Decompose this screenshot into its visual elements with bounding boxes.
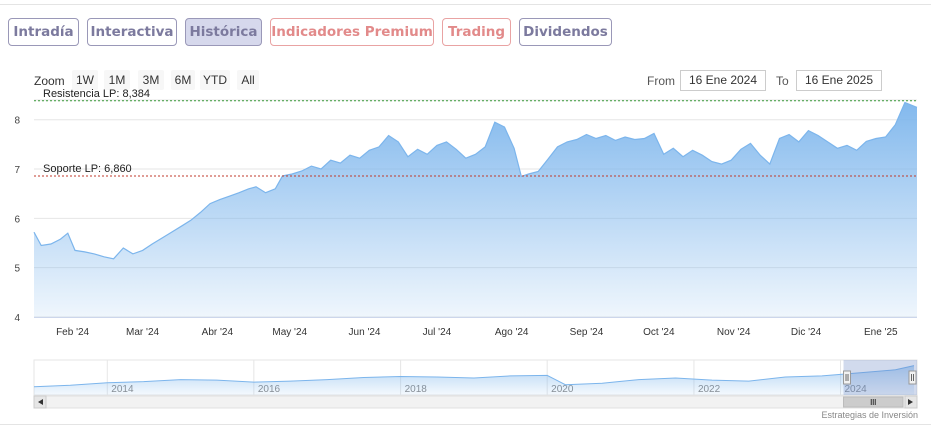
bottom-divider <box>0 424 931 425</box>
zoom-label: Zoom <box>34 74 65 88</box>
x-tick-label: Ene '25 <box>864 327 898 338</box>
zoom-button-ytd[interactable]: YTD <box>200 70 230 90</box>
navigator-handle-left[interactable] <box>843 370 852 385</box>
zoom-button-all[interactable]: All <box>237 70 259 90</box>
resistance-line-label: Resistencia LP: 8,384 <box>43 88 150 100</box>
navigator-selection[interactable] <box>843 360 917 395</box>
x-tick-label: Jul '24 <box>423 327 452 338</box>
x-tick-label: Jun '24 <box>349 327 381 338</box>
chevron-left-icon <box>38 399 43 405</box>
navigator-handle-right[interactable] <box>908 370 917 385</box>
x-tick-label: Dic '24 <box>791 327 822 338</box>
zoom-button-1m[interactable]: 1M <box>104 70 130 90</box>
zoom-button-6m[interactable]: 6M <box>171 70 195 90</box>
y-tick-label: 6 <box>14 214 20 225</box>
x-tick-label: Nov '24 <box>717 327 751 338</box>
tab-trading[interactable]: Trading <box>442 18 511 46</box>
chart-credit: Estrategias de Inversión <box>821 410 918 420</box>
x-tick-label: May '24 <box>272 327 307 338</box>
tab-dividendos[interactable]: Dividendos <box>519 18 612 46</box>
top-divider <box>0 4 931 5</box>
navigator-line <box>33 365 915 388</box>
x-tick-label: Ago '24 <box>495 327 529 338</box>
zoom-button-3m[interactable]: 3M <box>138 70 164 90</box>
range-from-input[interactable]: 16 Ene 2024 <box>680 70 766 91</box>
tab-indicadores-premium[interactable]: Indicadores Premium <box>270 18 434 46</box>
tab-hist-rica[interactable]: Histórica <box>185 18 262 46</box>
x-tick-label: Mar '24 <box>126 327 159 338</box>
y-tick-label: 7 <box>14 165 20 176</box>
scrollbar-track[interactable] <box>33 395 918 409</box>
price-line <box>33 101 918 260</box>
price-area <box>34 102 917 317</box>
x-tick-label: Abr '24 <box>202 327 234 338</box>
support-line-label: Soporte LP: 6,860 <box>43 163 132 175</box>
chevron-right-icon <box>908 399 913 405</box>
x-tick-label: Feb '24 <box>56 327 89 338</box>
tab-interactiva[interactable]: Interactiva <box>87 18 177 46</box>
range-to-input[interactable]: 16 Ene 2025 <box>796 70 882 91</box>
x-tick-label: Oct '24 <box>643 327 675 338</box>
tab-intrad-a[interactable]: Intradía <box>8 18 79 46</box>
range-from-label: From <box>647 74 675 88</box>
zoom-button-1w[interactable]: 1W <box>72 70 98 90</box>
y-tick-label: 5 <box>14 264 20 275</box>
y-tick-label: 4 <box>14 313 20 324</box>
x-tick-label: Sep '24 <box>570 327 604 338</box>
range-to-label: To <box>776 74 789 88</box>
navigator-area <box>34 365 914 395</box>
y-tick-label: 8 <box>14 116 20 127</box>
